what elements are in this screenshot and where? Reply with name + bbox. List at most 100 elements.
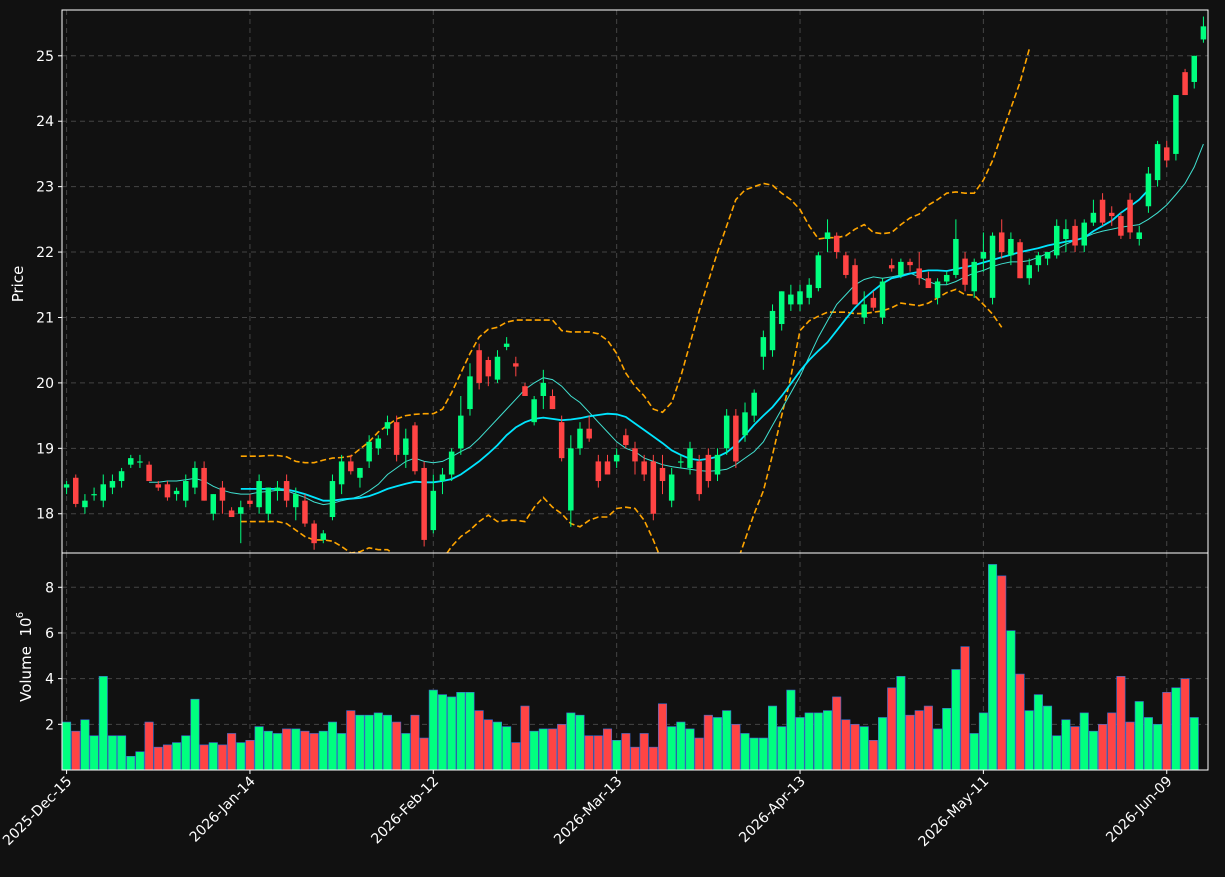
candle-body: [485, 360, 492, 377]
volume-bar: [1033, 694, 1043, 771]
candle-body: [1044, 252, 1051, 259]
volume-bar: [878, 717, 888, 771]
price-tick-label: 22: [36, 245, 54, 261]
volume-bar: [337, 733, 347, 771]
candle-body: [925, 278, 932, 289]
candle-body: [192, 467, 198, 488]
volume-bar: [89, 735, 99, 771]
volume-bar: [997, 575, 1007, 771]
volume-bar: [969, 733, 979, 771]
candle-body: [953, 238, 959, 275]
volume-bar: [887, 687, 897, 771]
lower-band-line: [240, 288, 1003, 553]
candle-body: [797, 291, 803, 305]
volume-bar: [813, 712, 823, 771]
volume-bar: [80, 719, 90, 771]
candle-body: [613, 454, 620, 462]
volume-bar: [823, 710, 833, 771]
candle-body: [971, 261, 977, 292]
volume-bar: [428, 689, 438, 771]
candle-body: [128, 458, 134, 465]
candle-body: [852, 265, 858, 305]
candle-body: [467, 376, 473, 410]
candle-body: [733, 415, 739, 462]
candle-body: [898, 261, 904, 275]
candle-body: [549, 395, 556, 410]
candle-body: [778, 291, 785, 325]
volume-bar: [933, 728, 943, 771]
price-tick-label: 25: [36, 49, 54, 65]
volume-bar: [1070, 726, 1080, 771]
volume-bar: [1088, 730, 1098, 771]
candle-body: [366, 441, 372, 462]
volume-bar: [327, 721, 337, 771]
volume-bar: [272, 733, 282, 771]
volume-bar: [703, 714, 713, 771]
volume-bar: [575, 714, 585, 771]
candle-body: [568, 448, 574, 511]
candle-body: [338, 461, 345, 485]
candle-body: [109, 481, 116, 488]
volume-bar: [355, 714, 365, 771]
volume-bar: [859, 726, 869, 771]
volume-bar: [254, 726, 264, 771]
volume-bar: [474, 710, 484, 771]
candle-body: [320, 533, 327, 540]
volume-bar: [410, 714, 420, 771]
candle-body: [311, 523, 317, 544]
volume-tick-label: 4: [45, 672, 54, 688]
candle-body: [1154, 144, 1161, 181]
candle-body: [943, 274, 950, 282]
candle-body: [283, 481, 290, 501]
volume-bar: [419, 737, 429, 771]
volume-bar: [346, 710, 356, 771]
long-moving-average-line: [240, 189, 1150, 502]
candle-body: [788, 294, 794, 305]
volume-bar: [841, 719, 851, 771]
volume-bar: [227, 733, 237, 771]
candle-body: [833, 235, 840, 253]
volume-bar: [988, 564, 998, 771]
candle-body: [586, 428, 592, 439]
candle-body: [650, 461, 657, 514]
candle-body: [687, 448, 693, 468]
volume-bar: [447, 696, 457, 771]
candle-body: [723, 415, 730, 449]
volume-bar: [511, 742, 521, 771]
candle-body: [1090, 212, 1097, 223]
volume-bar: [245, 740, 255, 771]
volume-bar: [126, 755, 136, 771]
volume-bar: [117, 735, 127, 771]
candle-body: [458, 415, 464, 449]
volume-bar: [373, 712, 383, 771]
volume-bar: [639, 733, 649, 771]
volume-bar: [208, 742, 218, 771]
candle-body: [641, 461, 647, 475]
candle-body: [1200, 26, 1207, 40]
candle-body: [531, 399, 537, 423]
volume-bar: [71, 730, 81, 771]
volume-bar: [868, 740, 878, 771]
volume-bar: [722, 710, 732, 771]
candle-body: [1008, 238, 1014, 256]
volume-bar: [263, 730, 273, 771]
volume-bar: [648, 746, 658, 771]
volume-bar: [364, 714, 374, 771]
volume-bar: [1153, 724, 1163, 771]
volume-bar: [667, 726, 677, 771]
volume-bar: [502, 726, 512, 771]
candle-body: [742, 412, 748, 436]
candle-body: [494, 356, 501, 380]
candle-body: [577, 428, 583, 449]
candle-body: [1182, 72, 1188, 96]
volume-panel-frame: [61, 552, 1209, 771]
volume-tick-label: 2: [45, 717, 54, 733]
candle-body: [540, 382, 547, 396]
volume-axis-label: Volume: [17, 646, 35, 702]
candle-body: [430, 490, 437, 531]
volume-bar: [685, 728, 695, 771]
candle-body: [668, 474, 675, 501]
candle-body: [82, 500, 88, 508]
volume-bar: [199, 744, 209, 771]
candle-body: [247, 500, 253, 504]
